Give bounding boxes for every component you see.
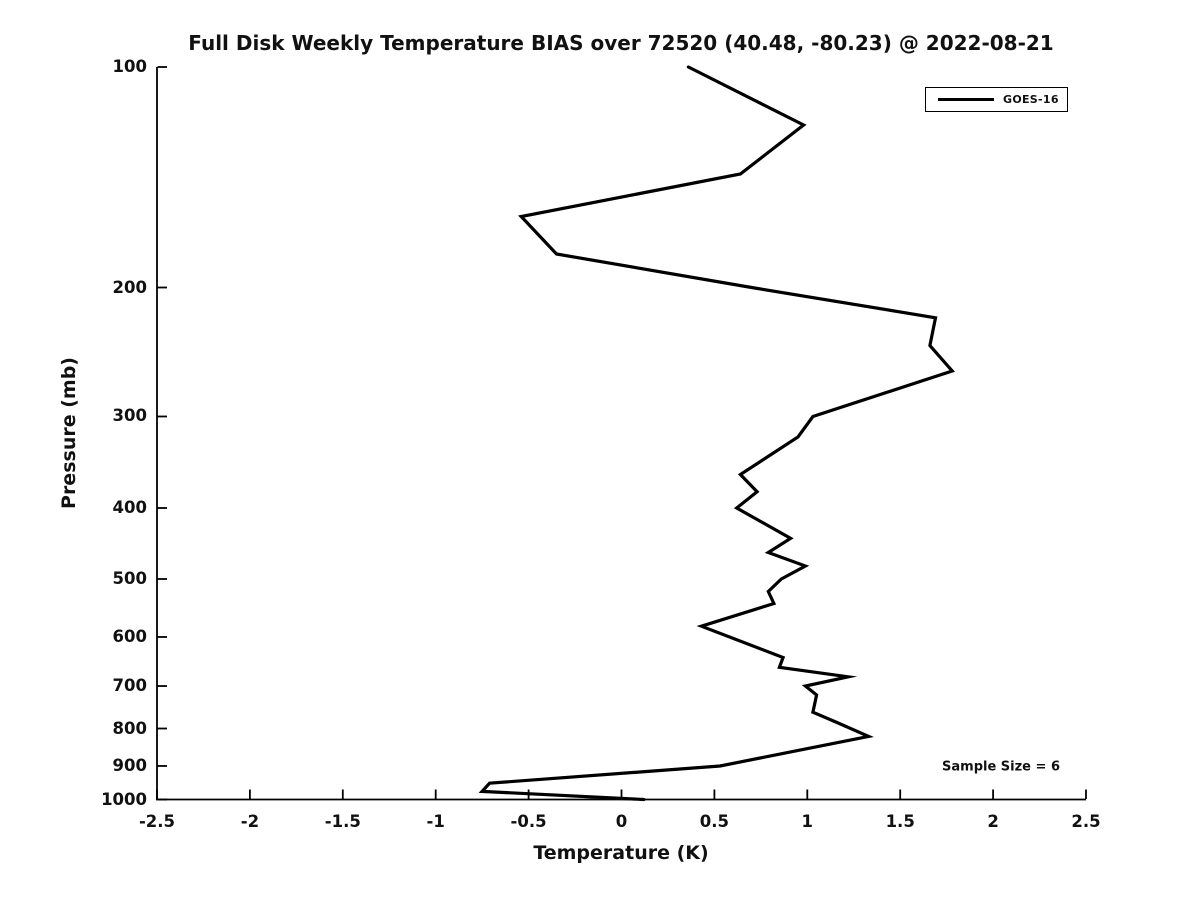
legend: GOES-16 bbox=[925, 87, 1068, 112]
x-tick-label: -2 bbox=[240, 812, 260, 831]
y-tick-label: 1000 bbox=[101, 789, 147, 809]
x-tick-label: 2 bbox=[987, 812, 999, 831]
y-tick-label: 200 bbox=[112, 277, 147, 297]
series-line-goes-16 bbox=[478, 65, 955, 802]
y-tick-label: 300 bbox=[112, 406, 147, 426]
x-tick-label: -1.5 bbox=[324, 812, 361, 831]
x-tick-label: 2.5 bbox=[1071, 812, 1101, 831]
y-tick-label: 400 bbox=[112, 498, 147, 517]
legend-label: GOES-16 bbox=[1003, 93, 1059, 106]
legend-line-sample bbox=[938, 98, 994, 101]
y-tick-label: 800 bbox=[112, 718, 147, 738]
chart-title: Full Disk Weekly Temperature BIAS over 7… bbox=[188, 31, 1054, 55]
x-tick-label: 1 bbox=[801, 812, 814, 831]
y-tick-label: 600 bbox=[112, 626, 147, 646]
x-tick-label: -2.5 bbox=[138, 812, 176, 831]
x-tick-label: -1 bbox=[426, 812, 445, 831]
x-tick-label: 0.5 bbox=[699, 812, 730, 831]
y-tick-label: 900 bbox=[112, 755, 147, 775]
y-tick-label: 100 bbox=[112, 57, 147, 76]
x-axis-label: Temperature (K) bbox=[533, 842, 709, 864]
x-tick-label: 0 bbox=[615, 812, 628, 831]
sample-size-annotation: Sample Size = 6 bbox=[942, 759, 1060, 775]
y-tick-label: 700 bbox=[112, 676, 147, 696]
y-axis-label: Pressure (mb) bbox=[58, 357, 80, 509]
x-tick-label: 1.5 bbox=[885, 812, 915, 831]
y-tick-label: 500 bbox=[112, 568, 147, 588]
x-tick-label: -0.5 bbox=[510, 812, 547, 831]
